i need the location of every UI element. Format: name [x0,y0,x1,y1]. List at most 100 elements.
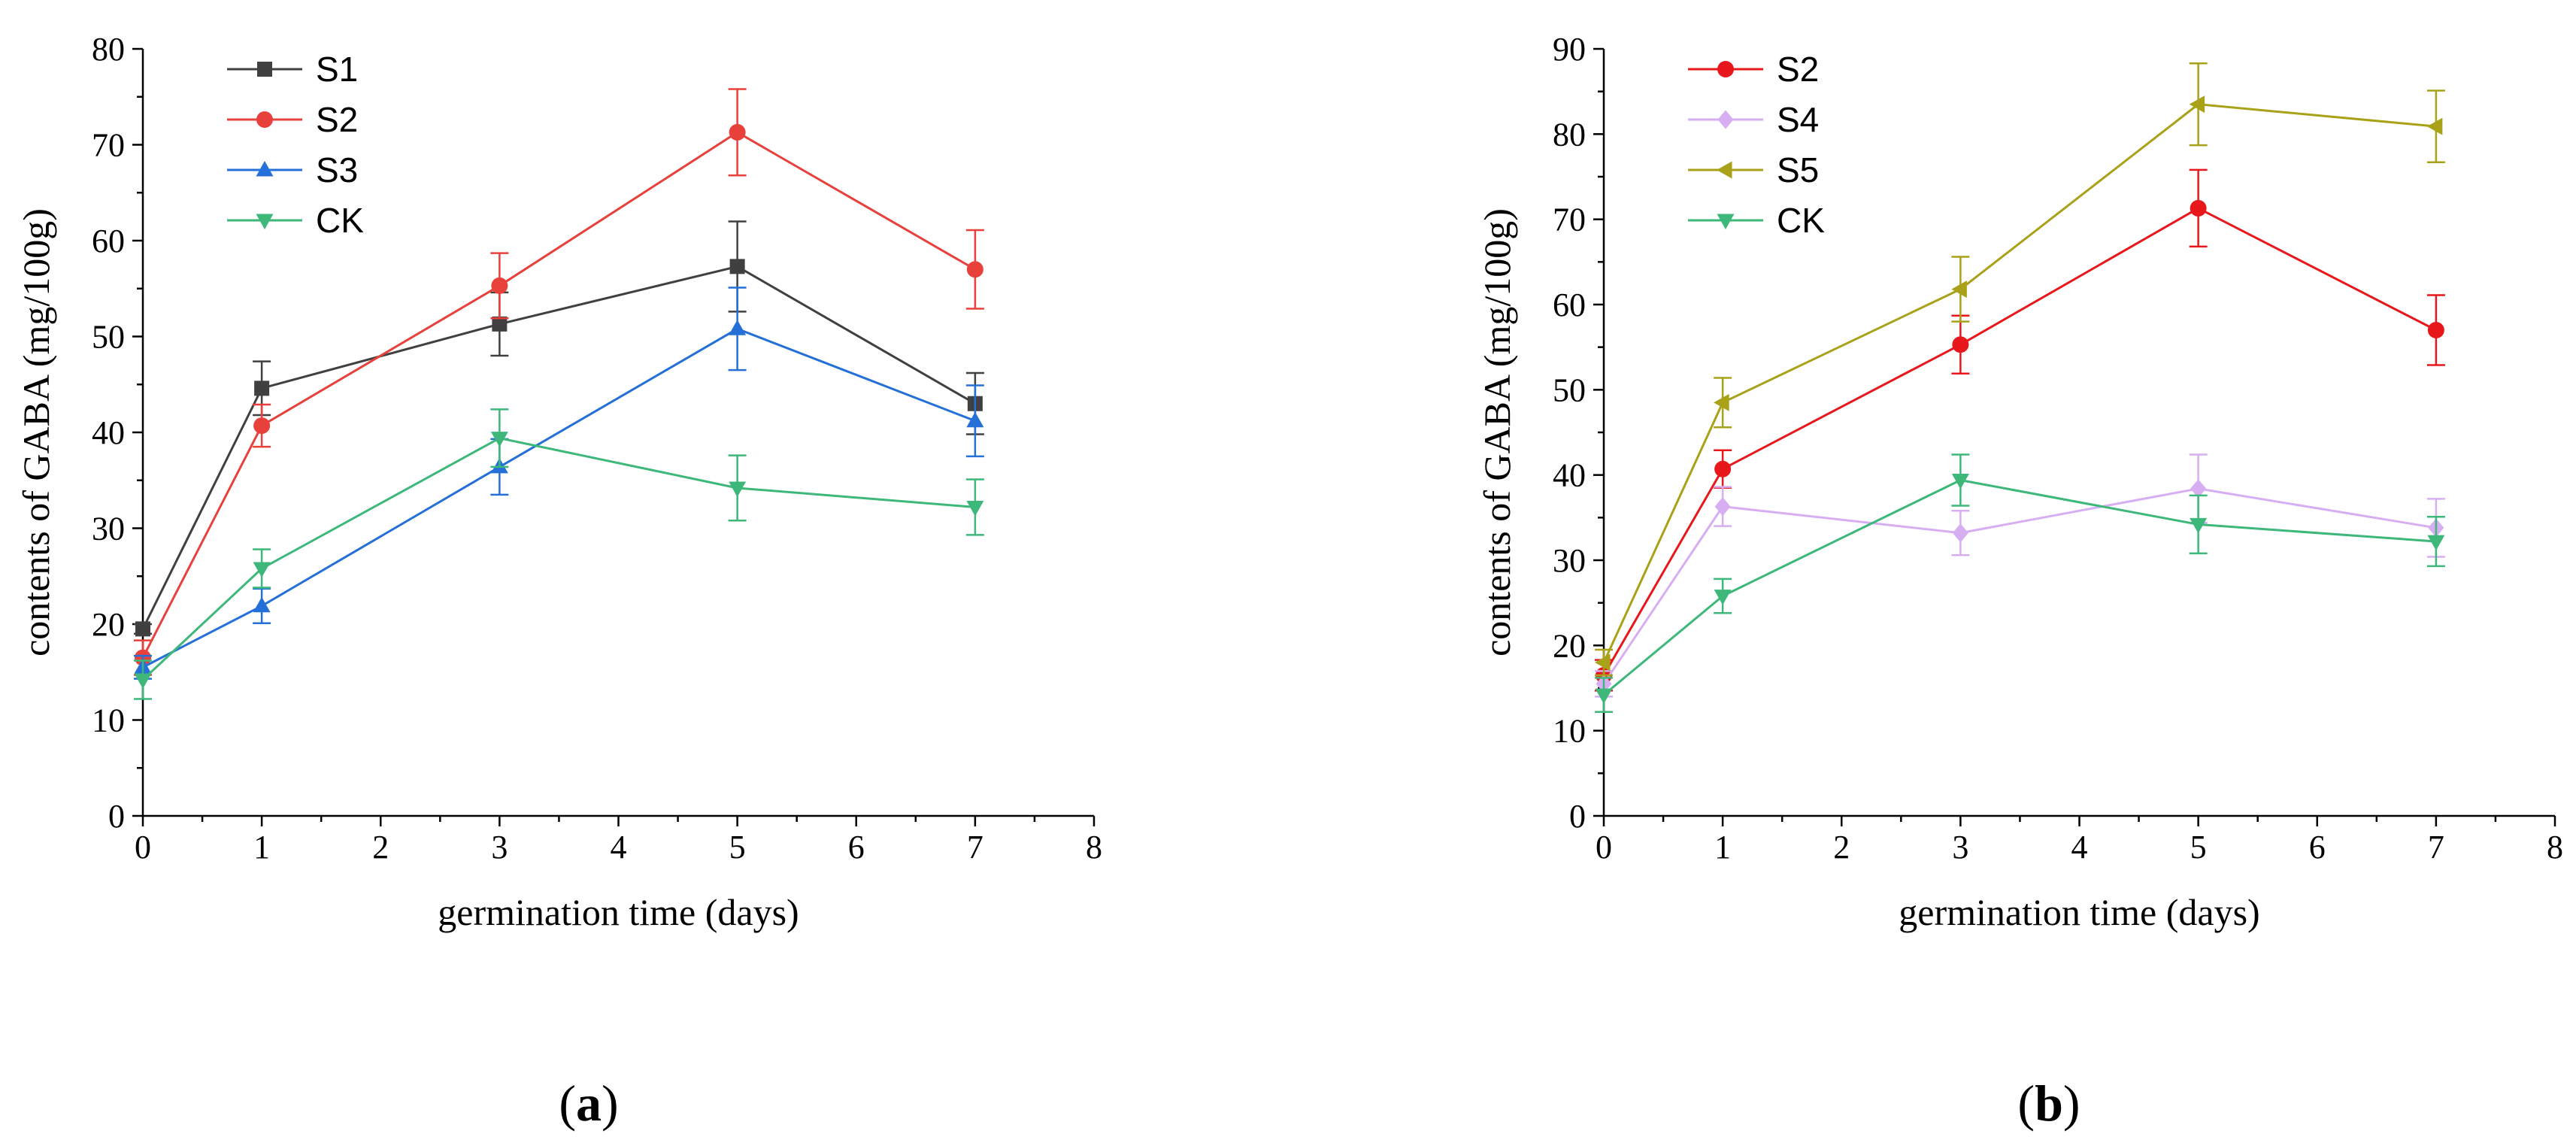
panel-label: (a) [559,1075,618,1132]
data-point-s1 [254,380,270,396]
data-point-s2 [253,417,271,435]
data-point-ck [134,673,152,689]
data-point-ck [966,500,984,517]
legend: S2 S4 S5 CK [1688,50,1825,240]
y-tick-label: 50 [1553,371,1586,408]
data-point-s4 [1714,497,1731,517]
x-tick-label: 8 [2547,829,2563,866]
y-tick-label: 60 [92,223,125,259]
data-point-ck [253,562,271,578]
y-tick-label: 80 [92,31,125,68]
legend-item-s4: S4 [1688,100,1819,139]
x-tick-label: 6 [848,829,865,866]
legend-label: S2 [1777,50,1819,89]
panel-label-close: ) [602,1075,619,1132]
y-axis-label: contents of GABA (mg/100g) [15,208,57,656]
data-point-s5 [1595,653,1611,672]
y-tick-label: 30 [92,511,125,547]
data-point-ck [2427,535,2445,551]
legend-item-s1: S1 [227,50,358,89]
legend-item-s2: S2 [1688,50,1819,89]
legend-marker [256,161,274,177]
data-point-s1 [135,621,150,637]
y-tick-label: 20 [92,606,125,643]
legend-item-s2: S2 [227,100,358,139]
data-point-s2 [966,261,983,278]
y-tick-label: 0 [108,798,125,835]
y-tick-label: 70 [1553,202,1586,238]
x-tick-label: 5 [2190,829,2207,866]
y-tick-label: 80 [1553,116,1586,153]
data-point-ck [1595,688,1613,705]
legend-marker [257,62,272,77]
data-point-s1 [492,316,508,332]
panel-label: (b) [2017,1075,2080,1132]
legend-marker [1717,161,1732,179]
x-tick-label: 0 [1596,829,1612,866]
x-tick-label: 2 [372,829,389,866]
panel-label-close: ) [2063,1075,2080,1132]
y-tick-label: 50 [92,319,125,356]
x-tick-label: 3 [1952,829,1968,866]
chart-panel-b: 0 10 20 30 40 50 60 70 80 90 0 1 2 3 4 5 6 7 8 germination … [1476,31,2563,1132]
data-point-s3 [253,596,271,613]
data-point-s4 [1952,523,1968,543]
legend-label: CK [316,201,364,240]
x-tick-label: 0 [135,829,151,866]
panel-label-open: ( [559,1075,576,1132]
series-ck [134,408,984,700]
data-point-s2 [729,123,746,141]
x-tick-label: 8 [1086,829,1102,866]
series-s3 [134,286,984,680]
series-line-s2 [1602,207,2437,676]
y-tick-label: 40 [92,414,125,451]
series-line-s1 [141,265,976,630]
y-axis-label: contents of GABA (mg/100g) [1476,208,1518,656]
data-point-s2 [1714,460,1732,478]
data-point-ck [490,432,508,447]
x-tick-label: 7 [2428,829,2444,866]
data-point-s5 [2426,117,2443,135]
data-point-s5 [2189,96,2205,114]
legend-marker [1717,214,1735,229]
data-point-s5 [1951,280,1967,299]
legend-label: S4 [1777,100,1819,139]
data-point-ck [1951,473,1969,490]
data-point-s2 [2427,322,2444,338]
legend-label: S5 [1777,150,1819,189]
data-point-s1 [729,259,745,274]
panel-label-open: ( [2017,1075,2035,1132]
y-tick-label: 10 [92,702,125,739]
data-point-s2 [2190,199,2207,217]
x-axis-label: germination time (days) [1899,891,2259,933]
x-tick-label: 7 [967,829,983,866]
panel-letter: a [576,1075,602,1132]
data-point-s3 [729,320,747,335]
y-tick-label: 0 [1569,798,1586,835]
x-axis-label: germination time (days) [438,891,799,933]
legend-item-s5: S5 [1688,150,1819,189]
series-s5 [1595,62,2445,677]
legend-marker [256,214,274,229]
x-tick-label: 2 [1833,829,1850,866]
x-tick-label: 1 [253,829,270,866]
series-line-ck [1603,478,2436,696]
legend-item-s3: S3 [227,150,358,189]
x-tick-label: 4 [611,829,627,866]
data-point-ck [2190,517,2208,534]
y-tick-label: 70 [92,127,125,164]
series-ck [1595,453,2445,713]
legend-marker [256,111,273,128]
data-point-s2 [1952,336,1969,353]
y-tick-label: 30 [1553,542,1586,579]
panel-letter: b [2035,1075,2063,1132]
x-tick-label: 1 [1714,829,1731,866]
series-s2 [134,88,984,676]
legend-item-ck: CK [1688,201,1825,240]
legend-label: S3 [316,150,358,189]
data-point-s3 [966,411,984,428]
x-tick-label: 5 [729,829,746,866]
series-line-ck [141,437,975,681]
y-tick-label: 10 [1553,713,1586,750]
legend-label: CK [1777,201,1825,240]
